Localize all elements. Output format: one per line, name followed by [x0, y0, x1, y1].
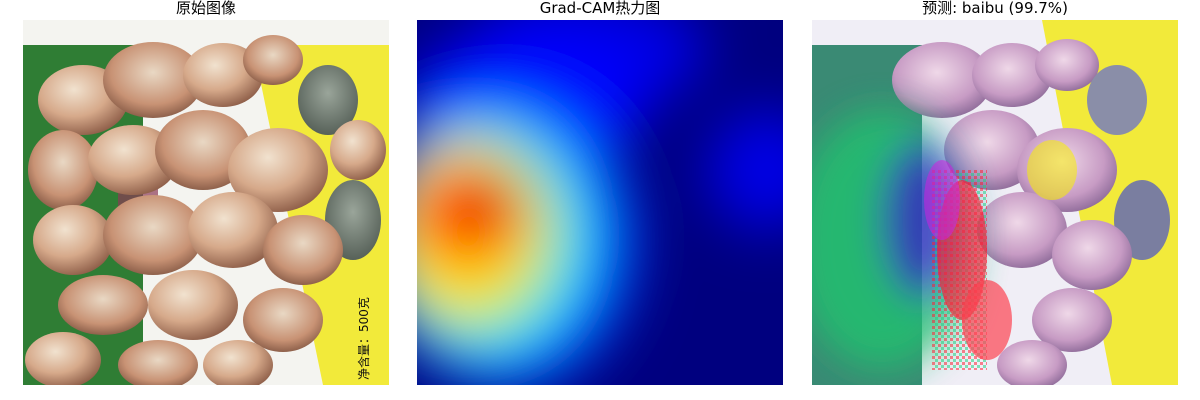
heatmap-title: Grad-CAM热力图 — [539, 0, 661, 17]
overlay-image — [812, 20, 1178, 385]
gradcam-heatmap — [417, 20, 783, 385]
original-image-panel: 原始图像 — [23, 0, 389, 400]
heatmap-panel: Grad-CAM热力图 — [417, 0, 783, 400]
package-weight-label: 净含量：500克 — [356, 297, 371, 380]
original-image-title: 原始图像 — [175, 0, 236, 17]
prediction-title: 预测: baibu (99.7%) — [922, 0, 1068, 17]
overlay-panel: 预测: baibu (99.7%) — [812, 0, 1178, 400]
original-image: 净含量：500克 — [23, 20, 389, 385]
